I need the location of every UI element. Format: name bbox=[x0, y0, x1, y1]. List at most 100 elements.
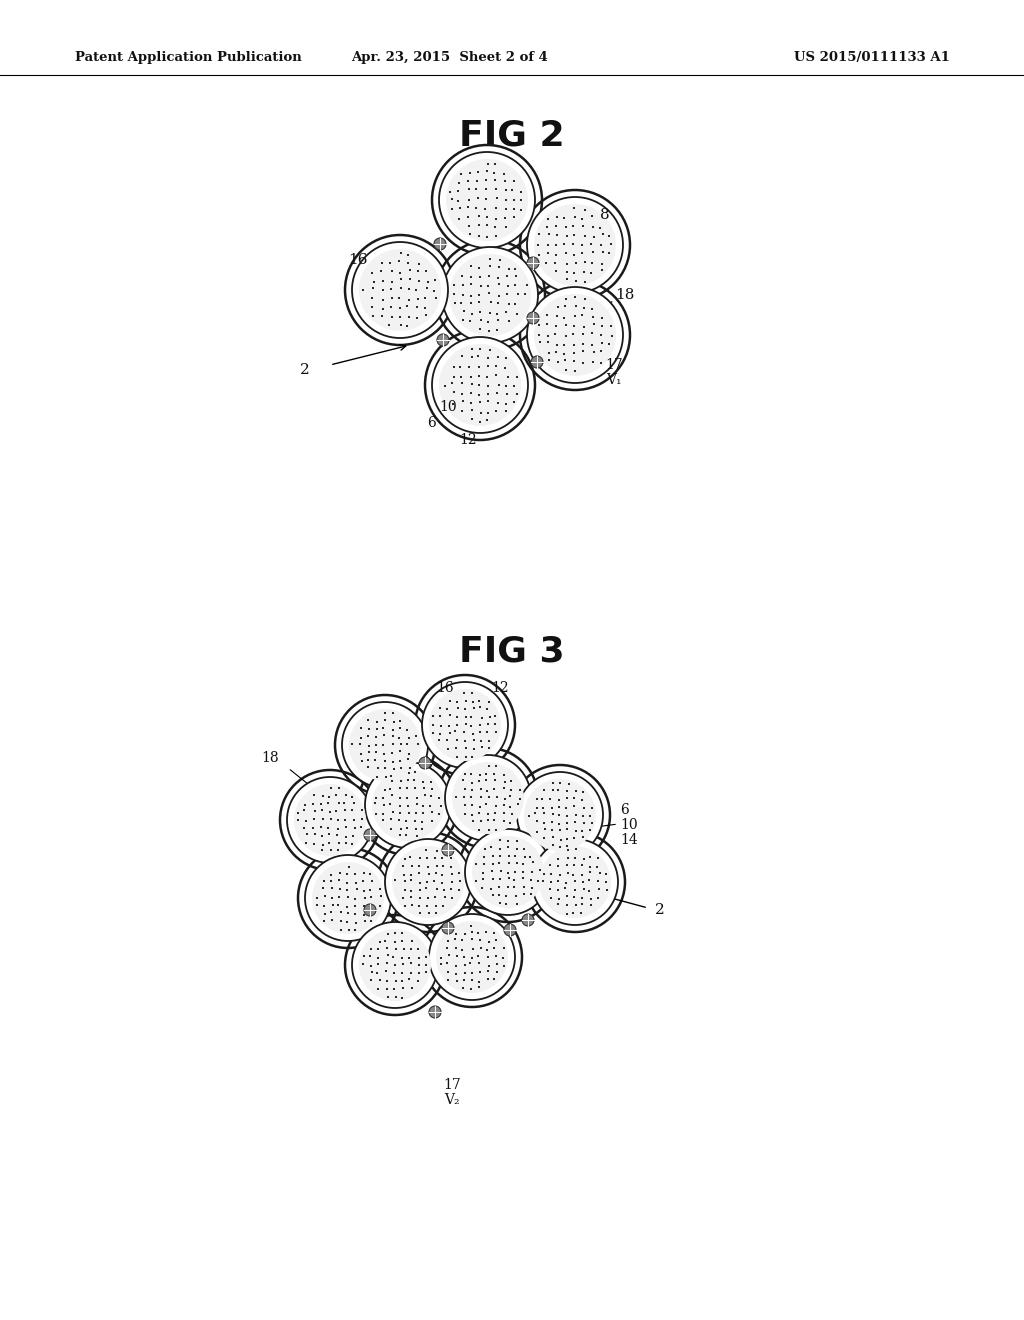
Point bbox=[567, 871, 584, 892]
Point bbox=[468, 198, 484, 219]
Point bbox=[567, 207, 584, 228]
Point bbox=[399, 315, 416, 337]
Point bbox=[574, 894, 591, 915]
Point bbox=[509, 838, 525, 859]
Point bbox=[352, 743, 369, 764]
Point bbox=[433, 953, 450, 974]
Circle shape bbox=[504, 924, 516, 936]
Point bbox=[490, 285, 507, 306]
Point bbox=[380, 923, 396, 944]
Point bbox=[480, 713, 497, 734]
Point bbox=[429, 841, 445, 862]
Point bbox=[442, 722, 459, 743]
Point bbox=[582, 870, 598, 891]
Point bbox=[338, 816, 354, 837]
Point bbox=[366, 271, 382, 292]
Point bbox=[344, 787, 360, 808]
Point bbox=[585, 216, 601, 238]
Point bbox=[315, 834, 332, 855]
Point bbox=[539, 305, 555, 326]
Point bbox=[550, 871, 566, 892]
Point bbox=[356, 862, 373, 883]
Point bbox=[559, 269, 575, 290]
Point bbox=[471, 257, 487, 279]
Point bbox=[445, 282, 462, 304]
Point bbox=[471, 224, 487, 246]
Point bbox=[418, 840, 434, 861]
Point bbox=[449, 937, 465, 958]
Point bbox=[362, 863, 379, 884]
Point bbox=[469, 170, 485, 191]
Point bbox=[470, 923, 486, 944]
Point bbox=[531, 244, 548, 265]
Point bbox=[470, 972, 486, 993]
Point bbox=[460, 206, 476, 227]
Circle shape bbox=[534, 294, 616, 376]
Point bbox=[594, 253, 610, 275]
Point bbox=[416, 777, 432, 799]
Point bbox=[444, 189, 461, 210]
Point bbox=[473, 737, 489, 758]
Point bbox=[387, 923, 403, 944]
Point bbox=[354, 280, 371, 301]
Point bbox=[484, 884, 501, 906]
Point bbox=[502, 796, 518, 817]
Point bbox=[422, 795, 438, 816]
Point bbox=[374, 306, 390, 327]
Point bbox=[556, 234, 572, 255]
Point bbox=[483, 879, 500, 900]
Point bbox=[485, 869, 502, 890]
Point bbox=[556, 308, 572, 329]
Point bbox=[454, 293, 470, 314]
Point bbox=[537, 812, 553, 833]
Point bbox=[439, 730, 456, 751]
Point bbox=[549, 305, 565, 326]
Point bbox=[558, 886, 574, 907]
Point bbox=[498, 170, 514, 191]
Point bbox=[557, 878, 573, 899]
Point bbox=[493, 838, 509, 859]
Point bbox=[305, 808, 322, 829]
Point bbox=[396, 865, 413, 886]
Point bbox=[395, 855, 412, 876]
Point bbox=[486, 153, 503, 174]
Point bbox=[479, 403, 496, 424]
Point bbox=[545, 812, 561, 833]
Point bbox=[584, 252, 600, 273]
Point bbox=[323, 809, 339, 830]
Point bbox=[577, 271, 593, 292]
Point bbox=[355, 904, 372, 925]
Point bbox=[402, 870, 419, 891]
Point bbox=[463, 273, 479, 294]
Point bbox=[372, 969, 388, 990]
Point bbox=[406, 770, 422, 791]
Point bbox=[471, 977, 487, 998]
Point bbox=[502, 785, 518, 807]
Point bbox=[375, 271, 391, 292]
Point bbox=[400, 803, 417, 824]
Point bbox=[399, 818, 416, 840]
Point bbox=[488, 945, 505, 966]
Point bbox=[556, 343, 572, 364]
Point bbox=[348, 912, 365, 933]
Point bbox=[440, 715, 457, 737]
Circle shape bbox=[449, 253, 531, 337]
Point bbox=[399, 252, 416, 273]
Point bbox=[356, 880, 373, 902]
Point bbox=[523, 883, 540, 904]
Text: 12: 12 bbox=[492, 681, 509, 696]
Point bbox=[461, 190, 477, 211]
Point bbox=[478, 189, 495, 210]
Point bbox=[474, 708, 490, 729]
Point bbox=[559, 805, 575, 826]
Point bbox=[385, 726, 401, 747]
Point bbox=[565, 886, 582, 907]
Point bbox=[417, 784, 433, 805]
Point bbox=[401, 268, 418, 289]
Point bbox=[449, 714, 465, 735]
Point bbox=[498, 894, 514, 915]
Point bbox=[408, 818, 424, 840]
Point bbox=[543, 871, 559, 892]
Point bbox=[573, 243, 590, 264]
Point bbox=[482, 302, 499, 323]
